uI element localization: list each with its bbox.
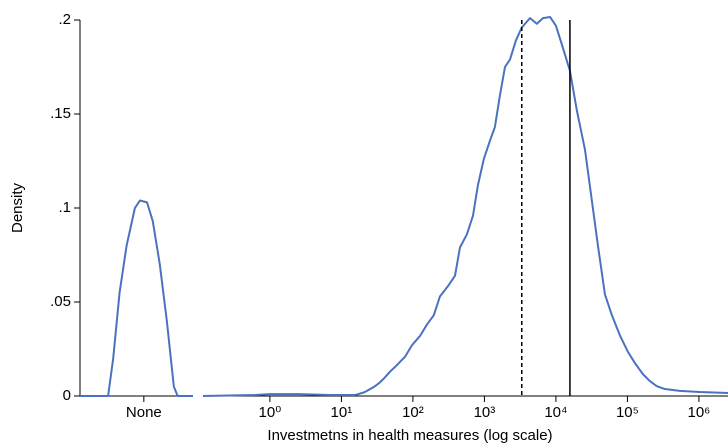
- y-tick-label: .2: [58, 11, 71, 28]
- x-tick-label: 10²: [402, 404, 424, 421]
- y-tick-label: 0: [63, 387, 71, 404]
- x-tick-label: 10⁴: [544, 404, 567, 421]
- x-tick-label: 10⁶: [688, 404, 711, 421]
- y-tick-label: .05: [50, 293, 71, 310]
- x-axis-label: Investmetns in health measures (log scal…: [267, 427, 552, 444]
- density-line: [202, 15, 728, 397]
- x-tick-label: None: [126, 404, 162, 421]
- y-tick-label: .1: [58, 199, 71, 216]
- x-tick-label: 10⁰: [259, 404, 282, 421]
- density-line: [80, 199, 193, 397]
- x-tick-label: 10¹: [331, 404, 353, 421]
- x-tick-label: 10³: [474, 404, 496, 421]
- x-tick-label: 10⁵: [616, 404, 639, 421]
- y-tick-label: .15: [50, 105, 71, 122]
- y-axis-label: Density: [9, 182, 26, 233]
